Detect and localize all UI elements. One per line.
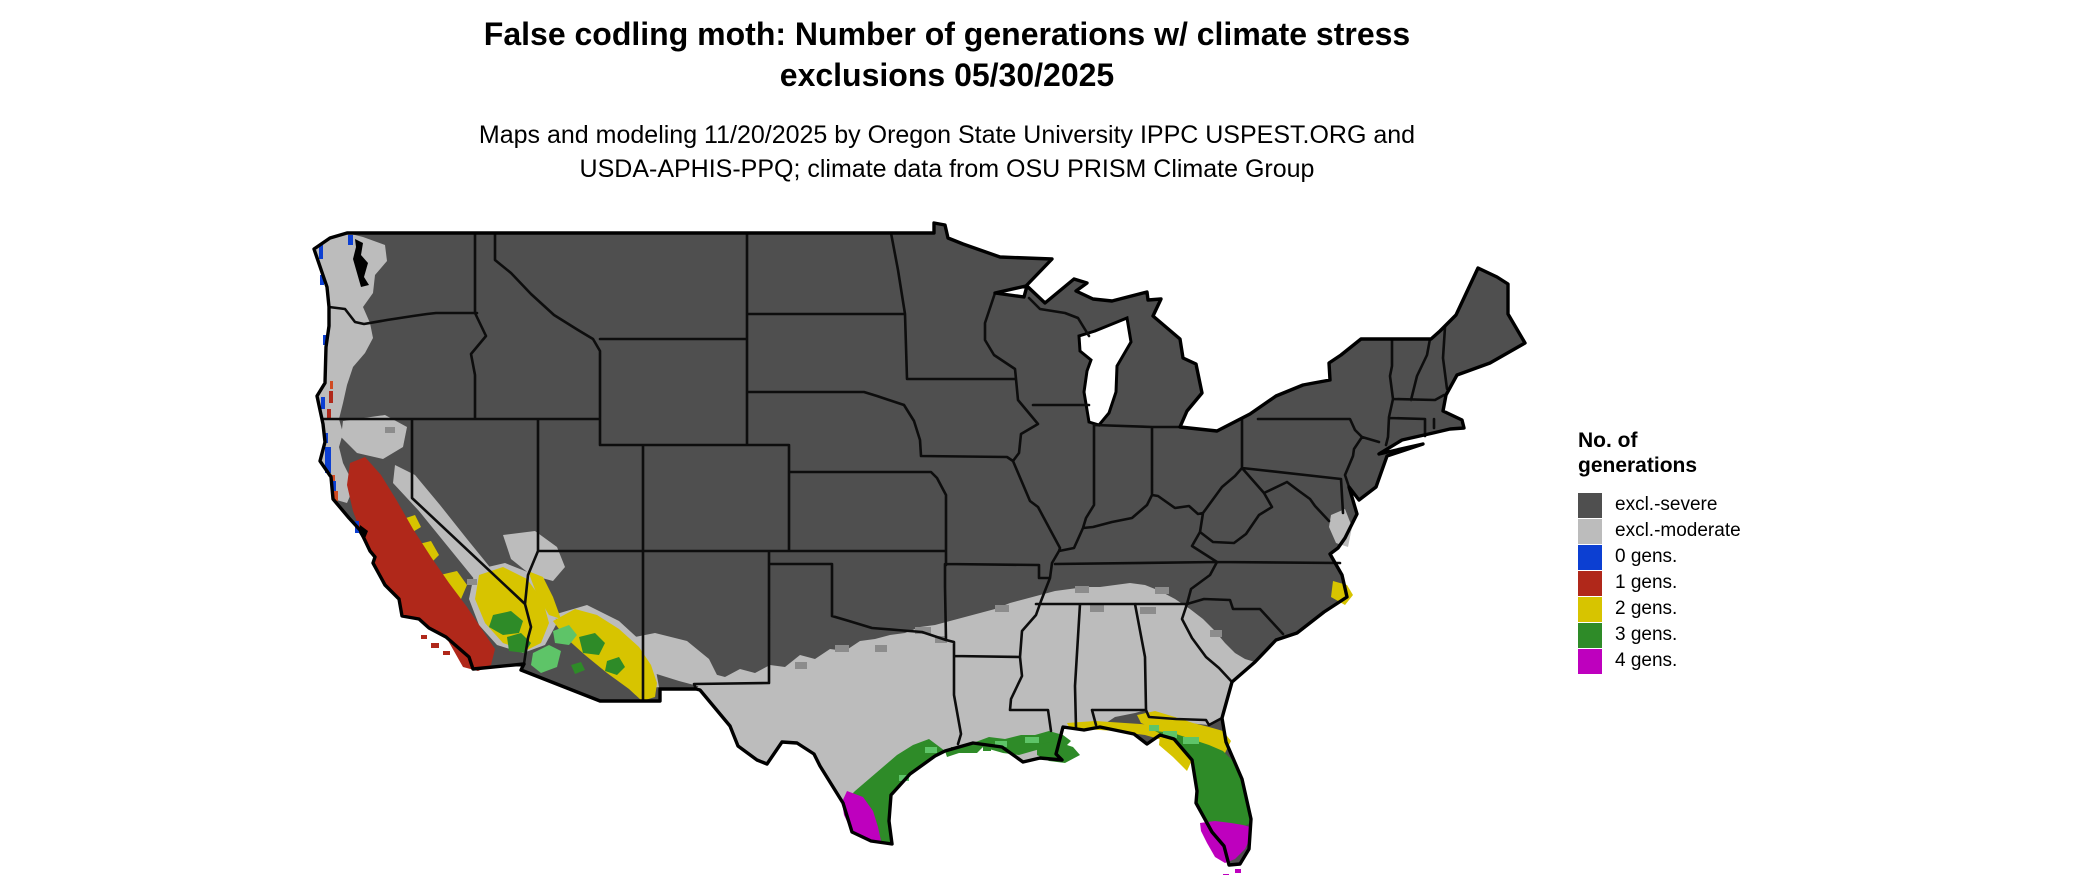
legend-swatch-0-gens [1578,544,1602,570]
legend-label: excl.-severe [1615,494,1718,515]
puget-sound-icon [353,239,369,287]
page-title: False codling moth: Number of generation… [0,14,1894,96]
us-outline [312,221,1527,867]
header: False codling moth: Number of generation… [0,14,1894,186]
legend-label: 2 gens. [1615,598,1678,619]
title-line-1: False codling moth: Number of generation… [483,16,1411,52]
legend-label: 3 gens. [1615,624,1678,645]
subtitle-line-1: Maps and modeling 11/20/2025 by Oregon S… [478,121,1416,149]
legend: No. of generations excl.-severe excl.-mo… [1578,428,1798,674]
legend-swatch-4-gens [1578,648,1602,674]
legend-label: 0 gens. [1615,546,1678,567]
legend-swatch-2-gens [1578,596,1602,622]
legend-item: 1 gens. [1578,570,1798,596]
us-map [235,175,1565,881]
region-1-gen [327,391,495,671]
legend-swatch-excl-moderate [1578,518,1602,544]
legend-item: 2 gens. [1578,596,1798,622]
legend-swatch-1-gens [1578,570,1602,596]
legend-item: excl.-severe [1578,492,1798,518]
page-subtitle: Maps and modeling 11/20/2025 by Oregon S… [0,118,1894,186]
legend-label: 1 gens. [1615,572,1678,593]
legend-item: 0 gens. [1578,544,1798,570]
legend-title-line-2: generations [1578,454,1698,477]
legend-title: No. of generations [1578,428,1798,478]
legend-item: excl.-moderate [1578,518,1798,544]
us-map-svg [312,221,1527,881]
legend-label: 4 gens. [1615,650,1678,671]
legend-swatch-excl-severe [1578,492,1602,518]
legend-swatch-3-gens [1578,622,1602,648]
legend-item: 3 gens. [1578,622,1798,648]
state-borders [321,231,1449,746]
title-line-2: exclusions 05/30/2025 [779,57,1115,93]
legend-label: excl.-moderate [1615,520,1741,541]
legend-items: excl.-severe excl.-moderate 0 gens. 1 ge… [1578,492,1798,674]
subtitle-line-2: USDA-APHIS-PPQ; climate data from OSU PR… [579,155,1315,183]
legend-item: 4 gens. [1578,648,1798,674]
lake-michigan [1077,315,1133,427]
legend-title-line-1: No. of [1578,429,1638,452]
dither-coast-orange [330,381,338,501]
region-4-gens [842,791,1251,881]
dither-light-green [531,625,1199,781]
